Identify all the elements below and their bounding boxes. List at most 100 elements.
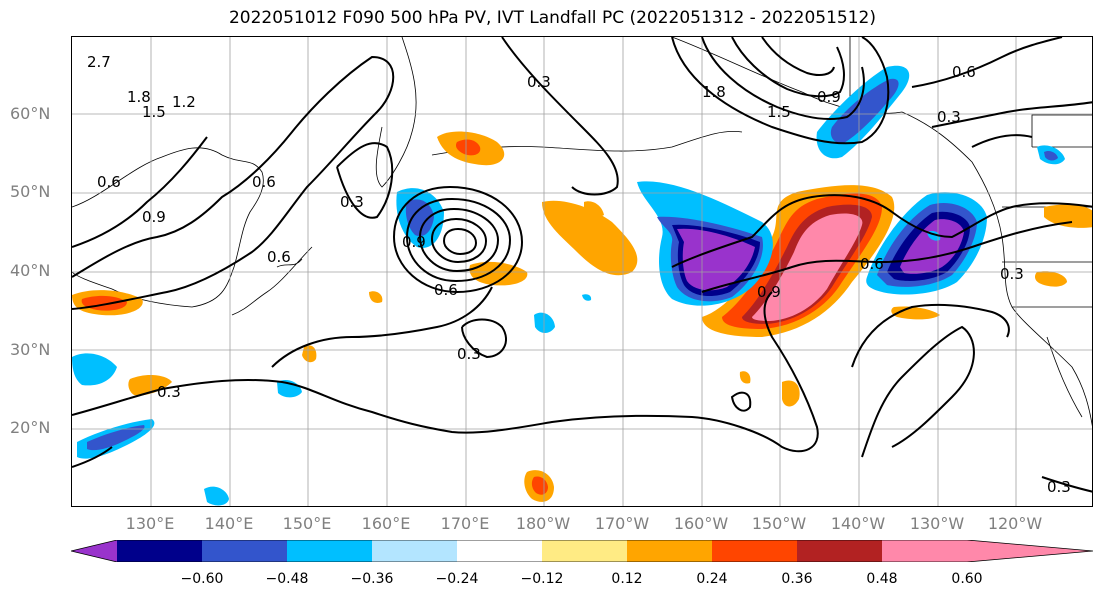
colorbar-bin [202,540,287,562]
lon-label-150w: 150°W [751,514,807,533]
pos-small5 [369,291,383,303]
contour-label: 0.9 [817,88,841,106]
colorbar-bin [457,540,542,562]
colorbar-tick: 0.60 [951,571,983,587]
pos-ridge-pink [752,213,863,321]
neg-small6 [582,294,592,301]
pos-ne-pacific [542,200,638,276]
contour-label: 0.6 [252,173,276,191]
contour-east-4 [861,325,975,458]
lon-label-160w: 160°W [673,514,729,533]
lon-label-170w: 170°W [594,514,650,533]
contour-label: 0.6 [97,173,121,191]
pos-small3 [128,375,172,396]
positive-shading [72,131,1092,502]
pos-small6 [739,371,751,384]
contour-west-ring [72,55,395,310]
contour-label: 1.8 [127,88,151,106]
neg-small5 [204,486,229,506]
contour-label: 0.6 [952,63,976,81]
contour-kamchatka [336,142,394,219]
lon-label-140e: 140°E [204,514,254,533]
neg-small4 [1044,150,1058,161]
colorbar-tick: 0.48 [866,571,898,587]
neg-philippine [72,353,117,386]
contour-mid2 [461,318,507,359]
lon-label-130w: 130°W [909,514,965,533]
lat-label-60n: 60°N [10,104,51,123]
colorbar-tick: −0.36 [350,571,394,587]
contour-cyclone-4 [430,217,488,264]
contour-east-2 [911,37,1063,88]
contour-label: 0.3 [340,193,364,211]
contour-se [1041,476,1092,493]
contour-label: 1.5 [142,103,166,121]
colorbar-tick: −0.12 [520,571,564,587]
lon-label-180w: 180°W [515,514,571,533]
contour-label: 0.3 [1000,265,1024,283]
coast-baja [1046,336,1083,418]
colorbar-tick: −0.60 [180,571,224,587]
contour-south-2 [72,446,113,468]
contour-ne-box [971,134,1033,148]
map-panel[interactable]: 0.3 0.6 0.9 0.6 0.3 0.3 0.6 0.9 0.6 0.3 … [71,36,1093,507]
neg-cyclone-core [405,199,434,237]
contour-west-inner [72,136,208,248]
neg-south-core [87,425,145,451]
pos-east3 [1044,204,1092,228]
ivt-contours [72,37,1092,493]
pos-small4 [584,201,604,217]
neg-alaska-core [830,78,899,144]
lon-label-160e: 160°E [361,514,411,533]
contour-cyclone-1 [392,185,524,294]
colorbar-svg [70,539,1094,563]
contour-cyclone-2 [405,197,512,283]
colorbar-bin [287,540,372,562]
lon-label-150e: 150°E [282,514,332,533]
contour-label: 0.6 [434,281,458,299]
lat-label-30n: 30°N [10,340,51,359]
colorbar-tick: −0.24 [435,571,479,587]
lon-label-130e: 130°E [125,514,175,533]
pos-small1 [302,345,317,363]
contour-label: 0.6 [267,248,291,266]
contour-labels: 0.3 0.6 0.9 0.6 0.3 0.3 0.6 0.9 0.6 0.3 … [87,53,1071,496]
colorbar-tick: 0.12 [611,571,643,587]
neg-trough-purple [677,228,755,291]
lat-label-40n: 40°N [10,261,51,280]
colorbar-bin [117,540,202,562]
contour-label: 0.9 [757,283,781,301]
contour-main-outer [671,194,1092,268]
map-plot: 0.3 0.6 0.9 0.6 0.3 0.3 0.6 0.9 0.6 0.3 … [72,37,1092,506]
lon-label-120w: 120°W [987,514,1043,533]
contour-east-1 [851,303,1010,368]
contour-cyclone-5 [442,227,478,256]
colorbar-bin [372,540,457,562]
colorbar-high-extend [967,540,1093,562]
lat-label-50n: 50°N [10,182,51,201]
coast-alaska [671,37,1092,427]
lat-label-20n: 20°N [10,418,51,437]
colorbar-tick: 0.36 [781,571,813,587]
colorbar-bin [627,540,712,562]
map-title: 2022051012 F090 500 hPa PV, IVT Landfall… [228,8,876,28]
colorbar-bin [882,540,967,562]
contour-label: 0.3 [457,345,481,363]
contour-label: 1.5 [767,103,791,121]
contour-south [72,291,819,453]
colorbar [70,539,1094,563]
contour-label: 1.8 [702,83,726,101]
contour-label: 0.9 [142,208,166,226]
lon-label-170e: 170°E [440,514,490,533]
contour-label: 0.3 [1047,478,1071,496]
contour-mid [271,286,493,368]
pos-east [1034,271,1067,287]
contour-label: 2.7 [87,53,111,71]
contour-alaska-1 [671,37,890,145]
coast-japan [231,246,313,316]
contour-label: 0.3 [527,73,551,91]
contour-label: 0.9 [402,233,426,251]
contour-alaska-2 [701,37,865,120]
contour-cyclone-3 [418,207,500,273]
contour-label: 0.3 [937,108,961,126]
